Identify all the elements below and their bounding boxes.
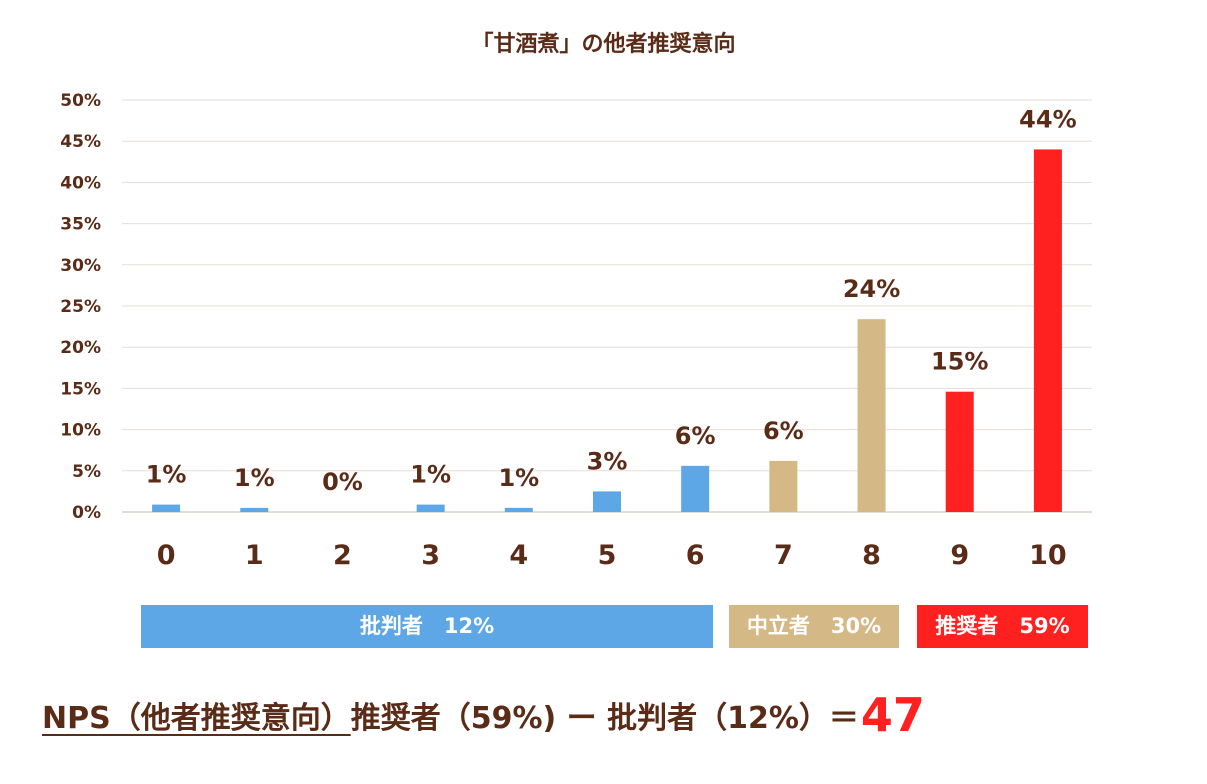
y-tick-label: 45% (60, 132, 101, 152)
y-tick-label: 30% (60, 256, 101, 276)
bar (504, 507, 533, 512)
y-tick-label: 10% (60, 421, 101, 441)
x-tick-label: 5 (598, 540, 617, 571)
passive-segment-bar: 中立者 30% (729, 605, 899, 648)
nps-result: 47 (860, 688, 925, 742)
nps-formula: NPS（他者推奨意向）推奨者（59%) ー 批判者（12%）＝47 (42, 688, 925, 748)
y-tick-label: 15% (60, 379, 101, 399)
data-label: 1% (146, 461, 187, 489)
x-tick-label: 10 (1029, 540, 1067, 571)
promoter-segment-bar: 推奨者 59% (917, 605, 1088, 648)
bar-chart: 0%5%10%15%20%25%30%35%40%45%50%1%01%10%2… (60, 91, 1092, 571)
x-tick-label: 9 (950, 540, 969, 571)
data-label: 6% (763, 417, 804, 445)
data-label: 0% (322, 468, 363, 496)
data-label: 1% (234, 464, 275, 492)
x-tick-label: 3 (421, 540, 440, 571)
bar (857, 319, 886, 512)
data-label: 6% (675, 422, 716, 450)
nps-label: NPS（他者推奨意向） (42, 701, 351, 736)
bar (240, 507, 269, 512)
nps-equation: 推奨者（59%) ー 批判者（12%）＝ (350, 701, 859, 736)
x-tick-label: 0 (157, 540, 176, 571)
data-label: 1% (498, 464, 539, 492)
bar (1033, 149, 1062, 512)
data-label: 15% (931, 348, 988, 376)
bar (152, 504, 181, 512)
x-tick-label: 1 (245, 540, 264, 571)
data-label: 44% (1019, 105, 1076, 133)
y-tick-label: 40% (60, 173, 101, 193)
data-label: 1% (410, 461, 451, 489)
y-tick-label: 20% (60, 338, 101, 358)
detractor-segment-bar: 批判者 12% (141, 605, 713, 648)
x-tick-label: 7 (774, 540, 793, 571)
y-tick-label: 35% (60, 215, 101, 235)
bar (945, 391, 974, 512)
x-tick-label: 6 (686, 540, 705, 571)
bar (769, 460, 798, 512)
x-tick-label: 2 (333, 540, 352, 571)
y-tick-label: 5% (72, 462, 101, 482)
y-tick-label: 25% (60, 297, 101, 317)
data-label: 24% (843, 275, 900, 303)
bar (593, 491, 621, 512)
y-tick-label: 0% (72, 503, 101, 523)
x-tick-label: 4 (509, 540, 528, 571)
data-label: 3% (587, 447, 628, 475)
bar (416, 504, 445, 512)
x-tick-label: 8 (862, 540, 881, 571)
bar (681, 465, 710, 512)
chart-title: 「甘酒煮」の他者推奨意向 (471, 32, 736, 57)
y-tick-label: 50% (60, 91, 101, 111)
